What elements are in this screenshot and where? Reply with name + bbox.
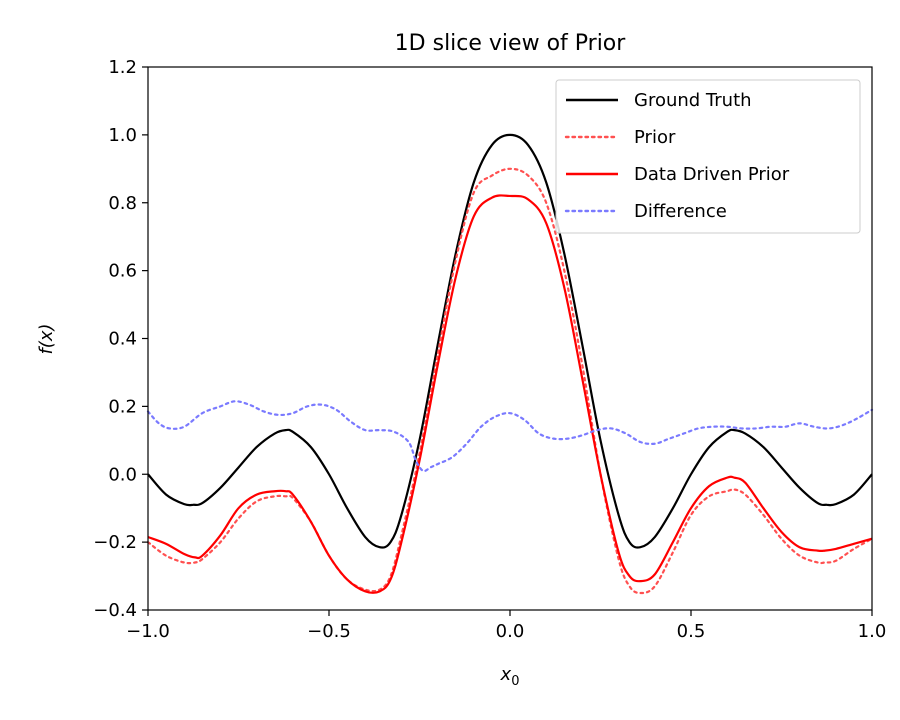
y-tick-label: 1.2 bbox=[108, 57, 137, 78]
y-tick-label: 1.0 bbox=[108, 125, 137, 146]
y-tick-label: 0.0 bbox=[108, 464, 137, 485]
series-line-data-driven-prior bbox=[147, 194, 873, 594]
chart-title: 1D slice view of Prior bbox=[395, 31, 627, 56]
legend-box bbox=[555, 79, 861, 234]
y-tick-label: 0.2 bbox=[108, 396, 137, 417]
x-tick-label: 1.0 bbox=[858, 621, 887, 642]
x-tick-label: −0.5 bbox=[307, 621, 351, 642]
y-tick-label: −0.4 bbox=[93, 600, 137, 621]
series-line-ground-truth bbox=[147, 133, 873, 549]
x-tick-label: 0.0 bbox=[496, 621, 525, 642]
series-layer bbox=[146, 133, 874, 595]
x-axis-label-main: x bbox=[500, 664, 512, 685]
series-line-prior bbox=[146, 167, 874, 595]
y-tick-label: 0.6 bbox=[108, 261, 137, 282]
legend-label-ground-truth: Ground Truth bbox=[634, 90, 752, 111]
x-axis-ticks: −1.0 −0.5 0.0 0.5 1.0 bbox=[126, 610, 886, 642]
y-tick-label: −0.2 bbox=[93, 532, 137, 553]
y-tick-label: 0.8 bbox=[108, 193, 137, 214]
x-tick-label: 0.5 bbox=[677, 621, 706, 642]
series-line-difference bbox=[146, 400, 874, 473]
x-tick-label: −1.0 bbox=[126, 621, 170, 642]
legend-items: Ground Truth Prior Data Driven Prior Differ… bbox=[564, 90, 790, 222]
legend-label-prior: Prior bbox=[634, 127, 676, 148]
x-axis-label: x0 bbox=[500, 664, 520, 689]
y-tick-label: 0.4 bbox=[108, 329, 137, 350]
y-axis-label: f(x) bbox=[36, 323, 57, 354]
legend-label-data-driven-prior: Data Driven Prior bbox=[634, 164, 790, 185]
y-axis-ticks: −0.4 −0.2 0.0 0.2 0.4 0.6 0.8 1.0 1.2 bbox=[93, 57, 148, 621]
legend-label-difference: Difference bbox=[634, 201, 727, 222]
legend: Ground Truth Prior Data Driven Prior Differ… bbox=[555, 79, 861, 234]
x-axis-label-subscript: 0 bbox=[511, 674, 519, 689]
